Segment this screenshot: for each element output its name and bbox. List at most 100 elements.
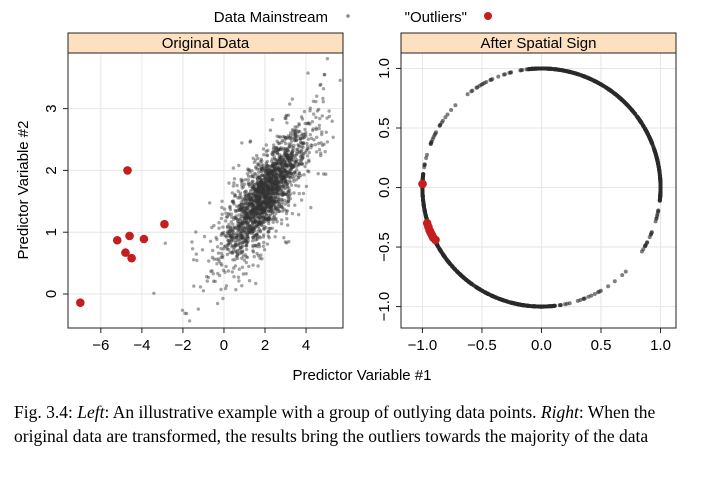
mainstream-point xyxy=(269,177,274,181)
mainstream-point xyxy=(247,227,251,232)
mainstream-point xyxy=(270,188,275,192)
mainstream-point xyxy=(261,235,265,239)
mainstream-point xyxy=(251,227,255,231)
mainstream-point xyxy=(268,179,272,183)
mainstream-point xyxy=(237,241,242,245)
mainstream-point xyxy=(262,187,267,192)
mainstream-point xyxy=(266,219,271,223)
mainstream-point xyxy=(264,202,268,206)
mainstream-point xyxy=(553,303,557,308)
mainstream-point xyxy=(238,193,242,197)
mainstream-point xyxy=(245,222,249,226)
mainstream-point xyxy=(319,82,323,87)
mainstream-point xyxy=(232,248,236,252)
mainstream-point xyxy=(264,198,269,202)
mainstream-point xyxy=(283,162,288,166)
mainstream-point xyxy=(321,87,326,91)
mainstream-point xyxy=(258,207,263,212)
mainstream-point xyxy=(235,256,240,261)
mainstream-point xyxy=(283,202,287,206)
mainstream-point xyxy=(281,164,285,169)
mainstream-point xyxy=(286,170,291,174)
mainstream-point xyxy=(266,171,270,176)
mainstream-point xyxy=(475,285,479,290)
mainstream-point xyxy=(264,163,269,167)
mainstream-point xyxy=(287,199,291,203)
mainstream-point xyxy=(270,206,274,211)
mainstream-point xyxy=(289,142,293,147)
mainstream-point xyxy=(267,226,272,231)
mainstream-point xyxy=(272,191,276,195)
right-x-tick-label: −1.0 xyxy=(408,337,438,354)
mainstream-point xyxy=(258,212,262,216)
mainstream-point xyxy=(244,206,249,210)
mainstream-point xyxy=(256,202,260,206)
mainstream-point xyxy=(244,247,249,252)
mainstream-point xyxy=(269,171,273,175)
mainstream-point xyxy=(275,179,279,184)
mainstream-point xyxy=(262,174,266,178)
mainstream-point xyxy=(252,254,256,259)
mainstream-point xyxy=(268,208,272,212)
mainstream-point xyxy=(273,164,278,168)
mainstream-point xyxy=(272,209,276,213)
mainstream-point xyxy=(243,253,247,257)
mainstream-point xyxy=(246,212,250,216)
mainstream-point xyxy=(229,231,233,236)
mainstream-point xyxy=(267,186,271,190)
mainstream-point xyxy=(305,141,309,146)
mainstream-point xyxy=(267,209,271,213)
mainstream-point xyxy=(259,157,263,161)
mainstream-point xyxy=(227,181,231,185)
mainstream-point xyxy=(210,225,214,230)
mainstream-point xyxy=(252,182,256,187)
mainstream-point xyxy=(234,209,238,214)
shared-x-axis-label: Predictor Variable #1 xyxy=(293,367,432,384)
mainstream-point xyxy=(307,121,311,126)
mainstream-point xyxy=(256,187,260,192)
mainstream-point xyxy=(266,164,270,168)
mainstream-point xyxy=(613,92,618,97)
mainstream-point xyxy=(258,195,262,200)
mainstream-point xyxy=(266,179,270,183)
mainstream-point xyxy=(248,202,252,206)
mainstream-point xyxy=(238,232,242,236)
mainstream-point xyxy=(286,156,290,161)
mainstream-point xyxy=(237,213,241,217)
mainstream-point xyxy=(285,173,290,177)
mainstream-point xyxy=(259,204,263,208)
mainstream-point xyxy=(220,263,224,267)
mainstream-point xyxy=(279,170,284,175)
mainstream-point xyxy=(253,172,258,177)
mainstream-point xyxy=(264,194,268,199)
mainstream-point xyxy=(251,235,255,239)
mainstream-point xyxy=(205,274,209,279)
mainstream-point xyxy=(279,205,284,209)
mainstream-point xyxy=(257,200,261,204)
mainstream-point xyxy=(245,255,250,260)
mainstream-point xyxy=(256,188,260,192)
mainstream-point xyxy=(245,203,250,208)
mainstream-point xyxy=(257,220,261,224)
mainstream-point xyxy=(228,204,232,209)
mainstream-point xyxy=(285,153,290,157)
caption-right-label: Right xyxy=(540,402,579,422)
mainstream-point xyxy=(187,319,192,323)
mainstream-point xyxy=(285,154,289,158)
mainstream-point xyxy=(316,172,320,176)
mainstream-point xyxy=(285,184,289,189)
mainstream-point xyxy=(253,219,257,224)
mainstream-point xyxy=(281,180,285,185)
mainstream-point xyxy=(308,122,312,126)
mainstream-point xyxy=(267,178,271,182)
mainstream-point xyxy=(282,159,287,163)
mainstream-point xyxy=(281,192,285,196)
mainstream-point xyxy=(256,197,261,201)
mainstream-point xyxy=(274,207,278,211)
mainstream-point xyxy=(267,207,271,212)
mainstream-point xyxy=(262,180,267,184)
mainstream-point xyxy=(249,228,253,232)
mainstream-point xyxy=(257,212,261,217)
mainstream-point xyxy=(244,238,248,243)
mainstream-point xyxy=(252,209,256,213)
